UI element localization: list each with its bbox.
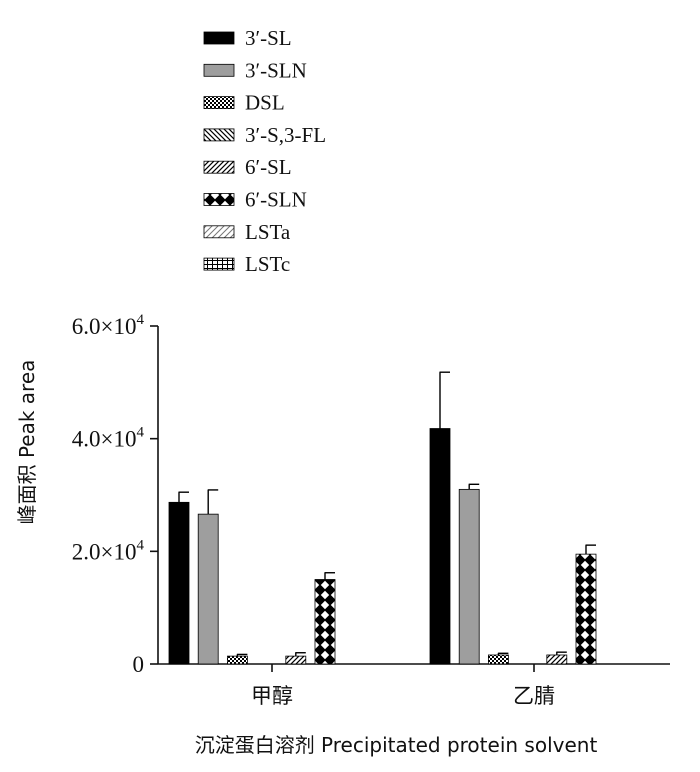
- category-label: 甲醇: [251, 684, 293, 708]
- legend-swatch: [203, 160, 235, 174]
- bar-1-4: [546, 654, 568, 665]
- legend-label: 6′-SL: [245, 155, 292, 179]
- bar-1-0: [429, 428, 451, 665]
- y-tick-label: 6.0×104: [72, 312, 145, 339]
- y-ticks: 0 2.0×104 4.0×104 6.0×104: [72, 312, 158, 677]
- category-label: 乙腈: [513, 684, 555, 708]
- legend-swatch: [203, 96, 235, 109]
- legend-label: 3′-S,3-FL: [245, 123, 326, 147]
- y-tick-label: 0: [133, 652, 145, 677]
- x-axis-label: 沉淀蛋白溶剂 Precipitated protein solvent: [195, 733, 598, 757]
- legend-label: DSL: [245, 91, 285, 115]
- y-tick-label: 4.0×104: [72, 425, 145, 452]
- legend-swatch: [203, 257, 235, 271]
- legend-label: LSTa: [245, 220, 291, 244]
- legend-swatch: [203, 225, 235, 239]
- legend-label: 3′-SL: [245, 26, 292, 50]
- bar-1-1: [458, 488, 480, 665]
- legend-label: 6′-SLN: [245, 188, 307, 212]
- legend-swatch: [203, 193, 235, 206]
- y-tick-label: 2.0×104: [72, 537, 145, 564]
- legend-swatch: [203, 31, 235, 45]
- bar-0-0: [168, 501, 190, 665]
- error-bars: [178, 371, 596, 657]
- bar-0-4: [285, 655, 307, 665]
- bars: [168, 428, 597, 665]
- legend-label: 3′-SLN: [245, 58, 307, 82]
- legend-swatch: [203, 128, 235, 142]
- bar-0-1: [197, 513, 219, 665]
- bar-0-5: [314, 579, 336, 665]
- bar-1-2: [487, 654, 509, 665]
- bar-0-2: [226, 655, 248, 665]
- legend: 3′-SL 3′-SLN DSL 3′-S,3-FL 6′-SL 6′-SLN LSTa LS…: [203, 26, 326, 276]
- legend-label: LSTc: [245, 252, 290, 276]
- legend-swatch: [203, 63, 235, 77]
- bar-1-5: [575, 553, 597, 665]
- category-labels: 甲醇 乙腈: [251, 664, 555, 708]
- y-axis-label: 峰面积 Peak area: [15, 360, 39, 525]
